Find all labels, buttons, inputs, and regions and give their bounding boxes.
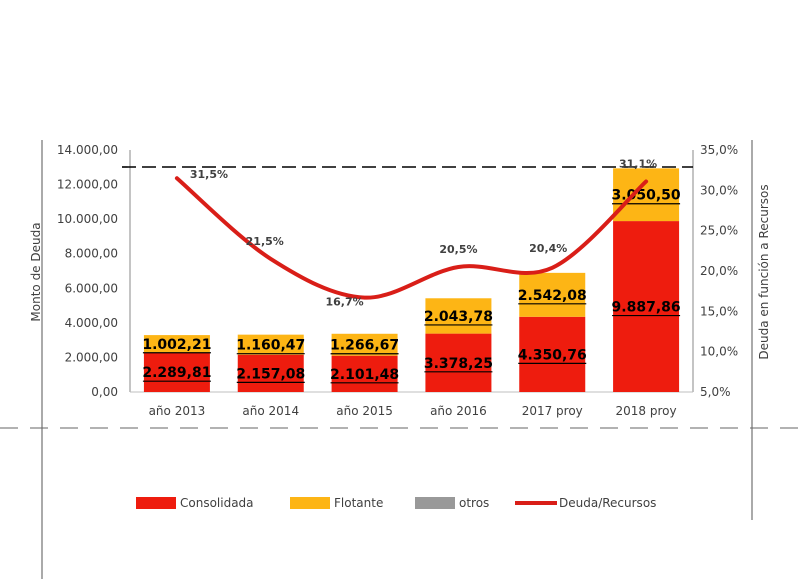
y2-tick-label: 35,0% [700, 143, 738, 157]
y-tick-label: 14.000,00 [57, 143, 118, 157]
y2-tick-label: 15,0% [700, 304, 738, 318]
legend-label: Consolidada [180, 496, 254, 510]
legend-label: otros [459, 496, 489, 510]
x-tick-label: año 2014 [242, 404, 299, 418]
bar-label-flotante: 1.266,67 [330, 338, 399, 354]
y2-axis-title: Deuda en función a Recursos [757, 184, 771, 359]
y-axis-title: Monto de Deuda [29, 222, 43, 321]
bar-labels-layer: 2.289,81 1.002,21 2.157,08 1.160,47 2.101,48… [142, 188, 681, 384]
bar-consolidada [331, 355, 398, 392]
y-tick-label: 2.000,00 [65, 350, 118, 364]
bar-label-consolidada: 9.887,86 [612, 300, 681, 316]
y2-tick-label: 5,0% [700, 385, 731, 399]
y2-tick-label: 30,0% [700, 183, 738, 197]
bar-flotante [331, 333, 398, 356]
bar-flotante [143, 335, 210, 353]
bar-flotante [613, 168, 680, 222]
bar-label-consolidada: 2.157,08 [236, 366, 305, 382]
y2-tick-label: 10,0% [700, 345, 738, 359]
legend-label: Deuda/Recursos [559, 496, 656, 510]
bar-label-flotante: 2.043,78 [424, 309, 493, 325]
y-tick-label: 8.000,00 [65, 247, 118, 261]
bar-label-flotante: 1.160,47 [236, 338, 305, 354]
y-tick-label: 6.000,00 [65, 281, 118, 295]
bar-consolidada [237, 354, 304, 392]
legend-label: Flotante [334, 496, 383, 510]
bar-flotante [519, 272, 586, 317]
bar-label-flotante: 1.002,21 [142, 337, 211, 353]
ratio-label: 31,5% [190, 168, 228, 181]
y-tick-label: 10.000,00 [57, 212, 118, 226]
bar-label-consolidada: 2.289,81 [142, 365, 211, 381]
bar-label-consolidada: 3.378,25 [424, 356, 493, 372]
ratio-label: 31,1% [619, 157, 657, 170]
bar-flotante [425, 298, 492, 334]
y2-axis-ticks: 5,0% 10,0% 15,0% 20,0% 25,0% 30,0% 35,0% [700, 143, 738, 399]
y2-tick-label: 25,0% [700, 224, 738, 238]
y-tick-label: 0,00 [91, 385, 118, 399]
y2-tick-label: 20,0% [700, 264, 738, 278]
ratio-label: 21,5% [246, 235, 284, 248]
ratio-label: 16,7% [325, 296, 363, 309]
bars-layer [143, 168, 680, 392]
bar-label-flotante: 2.542,08 [518, 288, 587, 304]
x-tick-label: año 2013 [149, 404, 206, 418]
ratio-labels-layer: 31,5% 21,5% 16,7% 20,5% 20,4% 31,1% [190, 157, 657, 308]
ratio-label: 20,5% [439, 243, 477, 256]
legend-swatch [415, 497, 455, 509]
bar-label-consolidada: 4.350,76 [518, 347, 587, 363]
bar-consolidada [143, 352, 210, 392]
y-axis-ticks: 0,00 2.000,00 4.000,00 6.000,00 8.000,00 10.0… [57, 143, 118, 399]
x-tick-label: 2017 proy [522, 404, 583, 418]
x-tick-label: 2018 proy [616, 404, 677, 418]
ratio-label: 20,4% [529, 242, 567, 255]
legend-swatch [290, 497, 330, 509]
y-tick-label: 4.000,00 [65, 316, 118, 330]
legend-swatch [136, 497, 176, 509]
x-tick-label: año 2015 [336, 404, 393, 418]
debt-ratio-line [174, 176, 649, 300]
x-axis-ticks: año 2013 año 2014 año 2015 año 2016 2017 pro… [149, 404, 677, 418]
bar-consolidada [613, 221, 680, 392]
bar-consolidada [519, 316, 586, 392]
bar-label-consolidada: 2.101,48 [330, 367, 399, 383]
legend: Consolidada Flotante otros Deuda/Recursos [136, 496, 656, 510]
bar-consolidada [425, 333, 492, 392]
x-tick-label: año 2016 [430, 404, 487, 418]
bar-flotante [237, 334, 304, 355]
bar-label-flotante: 3.050,50 [612, 188, 681, 204]
y-tick-label: 12.000,00 [57, 178, 118, 192]
